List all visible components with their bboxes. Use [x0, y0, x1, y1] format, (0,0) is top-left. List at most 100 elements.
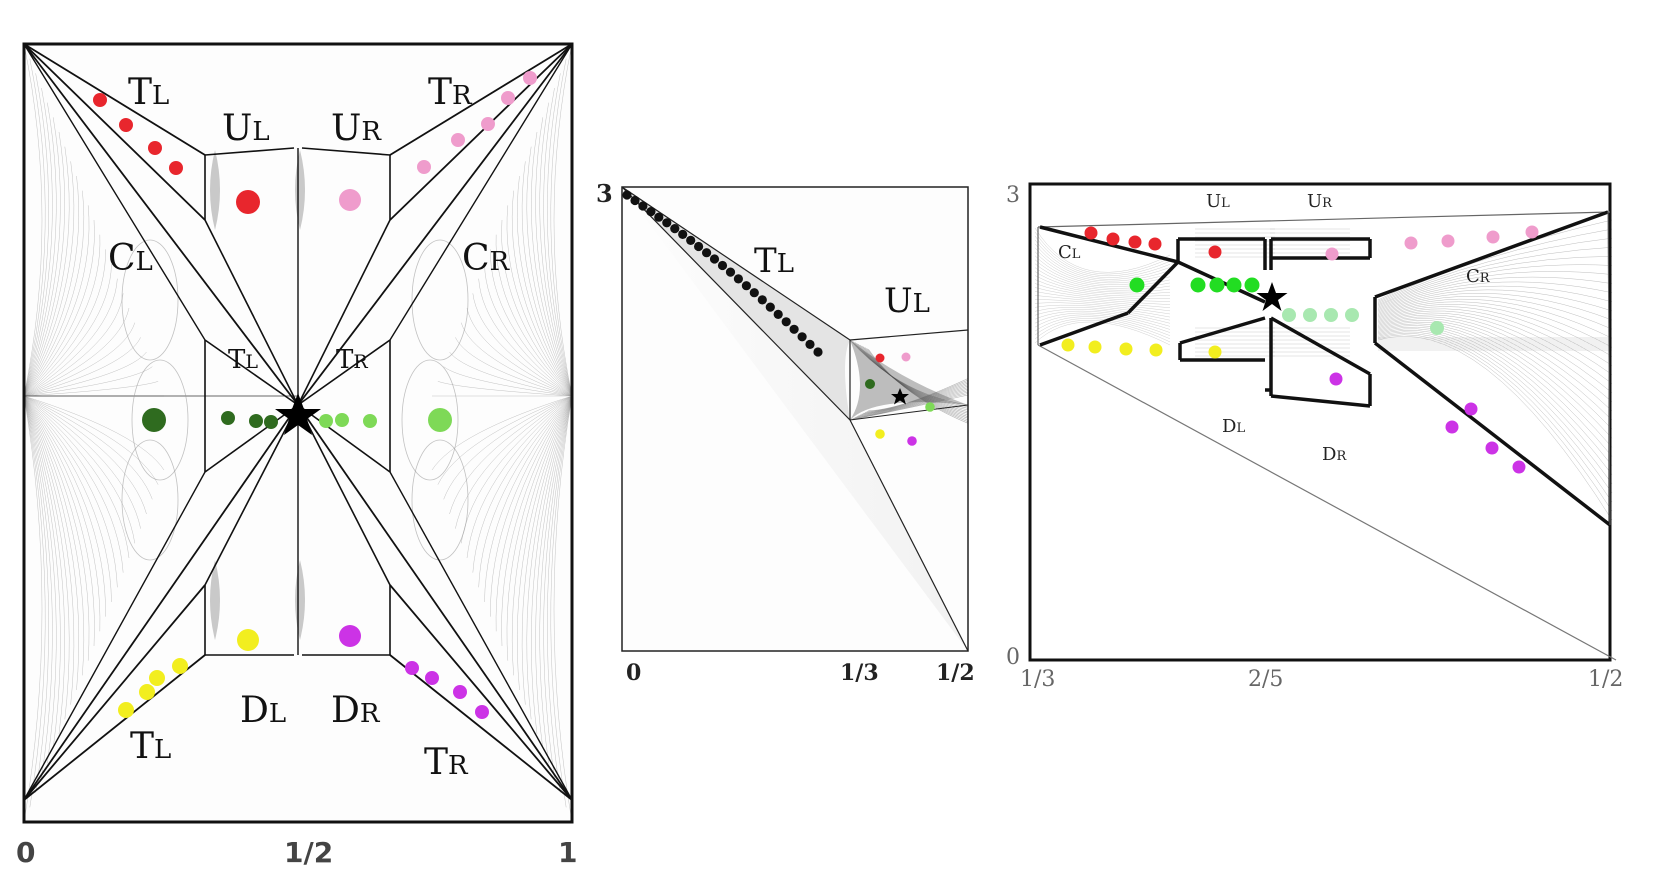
fractal-curve	[490, 395, 573, 617]
middle-panel-shading	[622, 187, 968, 651]
fractal-curve	[521, 395, 573, 705]
middle-label-ul: UL	[884, 281, 930, 321]
fractal-curve	[861, 345, 969, 417]
right-y-tick-3: 3	[1006, 183, 1020, 208]
fractal-curve	[23, 43, 43, 397]
right-y-tick-0: 0	[1006, 645, 1020, 670]
magenta-dot	[339, 625, 361, 647]
yellow-dot	[237, 629, 259, 651]
fractal-curve	[495, 395, 573, 632]
fractal-curve	[1034, 314, 1171, 333]
fractal-curve	[1377, 330, 1613, 484]
fractal-curve	[856, 388, 969, 417]
pink-dot	[451, 133, 465, 147]
right-panel-background	[1030, 184, 1610, 660]
fractal-curve	[431, 395, 573, 471]
fractal-curve	[23, 219, 95, 397]
fractal-curve	[23, 161, 75, 397]
fractal-curve	[460, 322, 573, 397]
fractal-curve	[543, 395, 573, 779]
fractal-ellipse	[121, 239, 179, 361]
black-dot	[725, 267, 736, 277]
boundary-line	[23, 43, 206, 156]
fractal-curve	[526, 146, 573, 397]
fractal-curve	[531, 395, 573, 735]
light-green-dot	[335, 413, 349, 427]
boundary-line	[389, 43, 573, 341]
red-dot	[875, 353, 885, 363]
fractal-curve	[23, 395, 85, 676]
right-star-icon	[1256, 282, 1288, 311]
fractal-curve	[858, 387, 969, 417]
right-label-ur: UR	[1307, 191, 1333, 212]
fractal-blob	[210, 560, 220, 640]
left-label-tr-top: TR	[428, 72, 473, 113]
right-label-cl: CL	[1058, 242, 1081, 263]
fractal-curve	[1034, 231, 1171, 275]
boundary-line	[23, 43, 206, 341]
boundary-line	[204, 404, 299, 473]
boundary-line	[204, 219, 299, 406]
fractal-curve	[863, 382, 969, 414]
yellow-dot	[875, 429, 885, 439]
bright-green-dot	[1209, 277, 1225, 293]
fractal-curve	[1377, 316, 1613, 412]
black-dot	[630, 195, 640, 206]
fractal-curve	[853, 391, 969, 419]
middle-panel-region-boundaries	[621, 186, 969, 652]
fractal-curve	[553, 395, 573, 823]
fractal-shading	[850, 340, 968, 420]
magenta-dot	[1485, 441, 1499, 455]
fractal-curve	[23, 73, 49, 397]
fractal-curve	[23, 395, 159, 485]
red-dot	[1208, 245, 1222, 259]
boundary-line	[1037, 344, 1617, 661]
middle-label-tl: TL	[754, 241, 794, 281]
black-dot	[805, 339, 815, 349]
black-dot	[741, 281, 752, 291]
fractal-curve	[1377, 293, 1613, 321]
fractal-curve	[501, 395, 573, 647]
fractal-curve	[866, 379, 969, 412]
fractal-curve	[23, 395, 75, 705]
fractal-ellipse	[131, 359, 189, 481]
fractal-curve	[1034, 299, 1171, 312]
fractal-curve	[23, 322, 136, 397]
left-label-dl: DL	[240, 690, 286, 731]
fractal-curve	[23, 131, 65, 397]
fractal-ellipse	[401, 359, 459, 481]
fractal-curve	[516, 175, 573, 397]
fractal-curve	[1377, 318, 1613, 421]
fractal-curve	[478, 278, 573, 397]
boundary-line	[849, 329, 969, 341]
fractal-curve	[23, 395, 124, 573]
fractal-curve	[1377, 326, 1613, 466]
fractal-curve	[1034, 279, 1171, 297]
fractal-curve	[23, 366, 153, 397]
light-green-dot	[319, 414, 333, 428]
right-x-tick-third: 1/3	[1020, 667, 1055, 692]
left-label-cr: CR	[462, 238, 511, 279]
magenta-dot	[425, 671, 439, 685]
boundary-line	[389, 471, 573, 801]
fractal-curve	[539, 102, 573, 397]
black-dot	[797, 332, 807, 342]
fractal-curve	[23, 307, 130, 397]
fractal-curve	[1377, 308, 1613, 375]
fractal-curve	[1377, 314, 1613, 403]
fractal-curve	[23, 395, 49, 793]
pink-dot	[901, 352, 911, 362]
fractal-curve	[455, 395, 573, 529]
middle-x-tick-third: 1/3	[840, 660, 879, 686]
left-label-tr-bot: TR	[424, 742, 469, 783]
fractal-curve	[849, 394, 969, 421]
fractal-curve	[1034, 255, 1171, 285]
fractal-curve	[449, 395, 573, 515]
middle-y-tick-3: 3	[596, 179, 613, 208]
fractal-curve	[1034, 307, 1171, 321]
right-label-cr: CR	[1466, 266, 1491, 287]
fractal-curve	[851, 393, 969, 420]
pale-green-dot	[1303, 308, 1317, 322]
fractal-curve	[1377, 331, 1613, 493]
fractal-curve	[1377, 312, 1613, 393]
